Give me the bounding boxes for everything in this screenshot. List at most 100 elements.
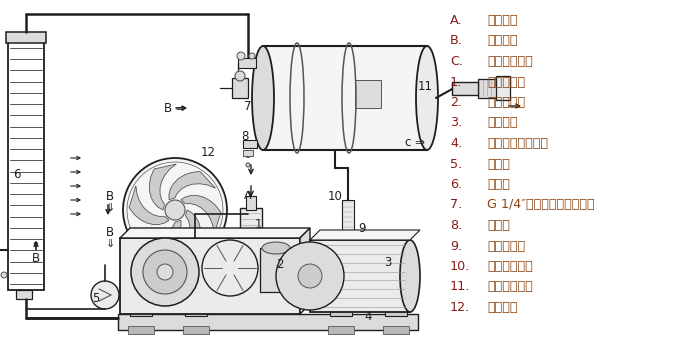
Circle shape — [245, 142, 251, 148]
Text: 冷却器: 冷却器 — [487, 178, 510, 191]
Bar — [496, 76, 510, 100]
Bar — [452, 82, 480, 95]
Bar — [185, 300, 207, 316]
Text: 2.: 2. — [450, 96, 462, 109]
Polygon shape — [169, 172, 216, 200]
Circle shape — [202, 240, 258, 296]
Ellipse shape — [347, 62, 399, 134]
Bar — [328, 326, 354, 334]
Text: 单向阀: 单向阀 — [487, 158, 510, 171]
Text: 10: 10 — [328, 190, 342, 203]
Polygon shape — [300, 228, 310, 314]
Text: A: A — [244, 191, 252, 201]
Text: 空气进气: 空气进气 — [487, 14, 518, 27]
Text: 5.: 5. — [450, 158, 462, 171]
Text: 空气流向: 空气流向 — [487, 34, 518, 47]
Bar — [243, 140, 257, 148]
Text: 抱箍（排污）: 抱箍（排污） — [487, 260, 532, 273]
Bar — [243, 150, 253, 156]
Text: 5: 5 — [93, 292, 100, 304]
Text: 3: 3 — [384, 255, 392, 269]
Bar — [246, 196, 256, 210]
Bar — [263, 46, 427, 150]
Circle shape — [143, 250, 187, 294]
Text: 11.: 11. — [450, 280, 470, 293]
Text: 压缩空气出口: 压缩空气出口 — [487, 55, 532, 68]
Circle shape — [235, 71, 245, 81]
Polygon shape — [150, 164, 176, 210]
Text: 压缩机电机支承座: 压缩机电机支承座 — [487, 137, 548, 150]
Text: 8.: 8. — [450, 219, 462, 232]
Bar — [385, 300, 407, 316]
Text: 轴流风机: 轴流风机 — [487, 301, 518, 314]
Polygon shape — [129, 186, 169, 224]
Text: 12.: 12. — [450, 301, 470, 314]
Bar — [16, 290, 32, 299]
Text: 10.: 10. — [450, 260, 470, 273]
Text: B ⇒: B ⇒ — [164, 102, 186, 114]
Bar — [478, 79, 498, 98]
Bar — [118, 314, 418, 330]
Text: 压缩机主机: 压缩机主机 — [487, 96, 525, 109]
Text: ⇓: ⇓ — [105, 239, 115, 249]
Bar — [310, 240, 410, 312]
Circle shape — [157, 264, 173, 280]
Circle shape — [246, 152, 251, 158]
Text: 电子排水阀: 电子排水阀 — [487, 239, 525, 253]
Text: 9: 9 — [358, 221, 366, 235]
Circle shape — [246, 163, 250, 167]
Text: 4: 4 — [364, 309, 372, 323]
Bar — [120, 238, 300, 314]
Ellipse shape — [416, 46, 438, 150]
Ellipse shape — [252, 46, 274, 150]
Bar — [240, 208, 262, 254]
Text: 11: 11 — [418, 80, 432, 94]
Polygon shape — [310, 230, 420, 240]
Text: 7: 7 — [244, 100, 252, 112]
Bar — [383, 326, 409, 334]
Text: B.: B. — [450, 34, 463, 47]
Bar — [260, 248, 292, 292]
Text: 驱动电机: 驱动电机 — [487, 117, 518, 129]
Text: B: B — [106, 226, 114, 238]
Polygon shape — [120, 228, 310, 238]
Ellipse shape — [400, 240, 420, 312]
Text: c ⇒: c ⇒ — [405, 136, 425, 150]
Bar — [355, 80, 381, 108]
Circle shape — [1, 272, 7, 278]
Polygon shape — [174, 210, 200, 256]
Polygon shape — [181, 196, 221, 234]
Bar — [6, 32, 46, 43]
Text: 2: 2 — [276, 259, 284, 271]
Text: B: B — [106, 190, 114, 203]
Bar — [232, 78, 248, 98]
Bar — [238, 58, 256, 68]
Circle shape — [298, 264, 322, 288]
Text: B: B — [32, 253, 40, 266]
Text: 12: 12 — [200, 147, 216, 159]
Text: C.: C. — [450, 55, 463, 68]
Text: 压缩机排气阀: 压缩机排气阀 — [487, 280, 532, 293]
Bar — [130, 300, 152, 316]
Bar — [342, 200, 354, 242]
Circle shape — [237, 52, 245, 60]
Text: 4.: 4. — [450, 137, 462, 150]
Text: 8: 8 — [242, 129, 248, 142]
Bar — [128, 326, 154, 334]
Text: 1.: 1. — [450, 76, 462, 88]
Text: 6: 6 — [13, 168, 21, 182]
Circle shape — [131, 238, 199, 306]
Text: 1: 1 — [254, 219, 262, 231]
Text: 6.: 6. — [450, 178, 462, 191]
Text: ↑: ↑ — [31, 240, 41, 253]
Text: 空气过滤器: 空气过滤器 — [487, 76, 525, 88]
Text: A.: A. — [450, 14, 463, 27]
Circle shape — [91, 281, 119, 309]
Ellipse shape — [262, 242, 290, 254]
Text: ⇓: ⇓ — [105, 203, 115, 213]
Circle shape — [123, 158, 227, 262]
Polygon shape — [134, 220, 181, 248]
Circle shape — [276, 242, 344, 310]
Bar — [183, 326, 209, 334]
Text: 7.: 7. — [450, 198, 462, 212]
